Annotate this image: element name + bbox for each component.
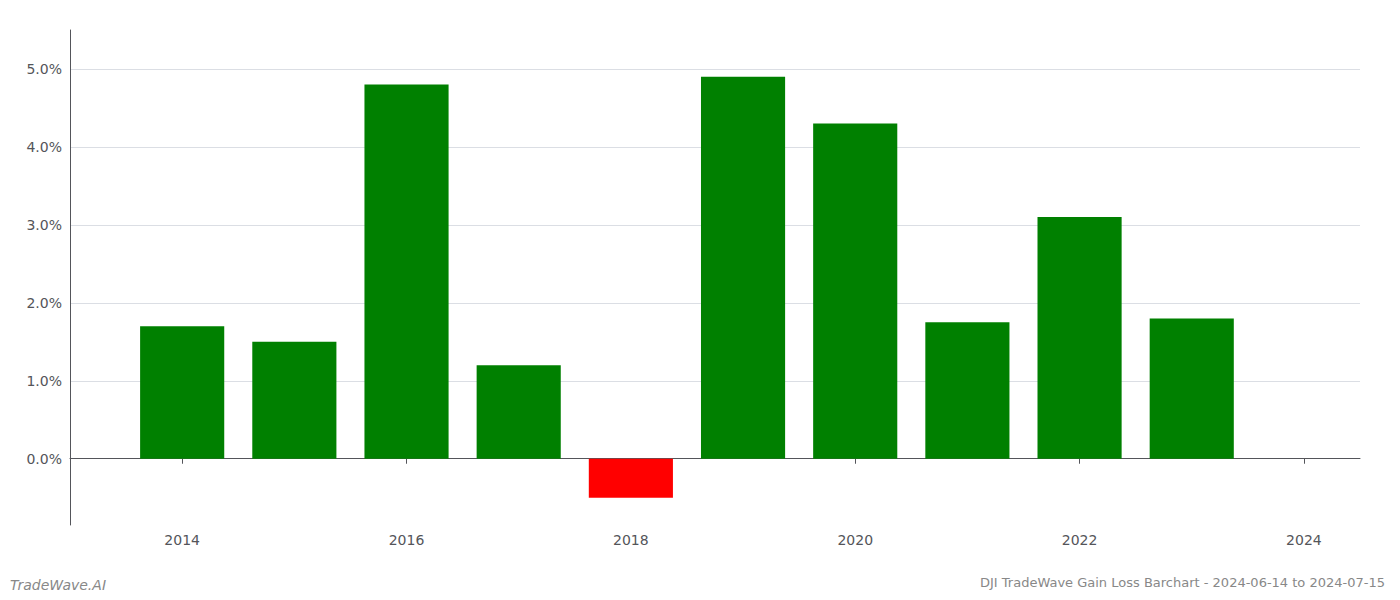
svg-text:2022: 2022 [1062,532,1098,548]
svg-text:2024: 2024 [1286,532,1322,548]
svg-text:3.0%: 3.0% [26,217,62,233]
svg-text:2.0%: 2.0% [26,295,62,311]
svg-text:5.0%: 5.0% [26,61,62,77]
svg-text:2014: 2014 [164,532,200,548]
svg-text:2020: 2020 [837,532,873,548]
svg-text:1.0%: 1.0% [26,373,62,389]
svg-text:TradeWave.AI: TradeWave.AI [10,577,106,593]
svg-text:2016: 2016 [389,532,425,548]
svg-text:DJI TradeWave Gain Loss Barcha: DJI TradeWave Gain Loss Barchart - 2024-… [980,575,1385,590]
svg-text:4.0%: 4.0% [26,139,62,155]
svg-text:2018: 2018 [613,532,649,548]
svg-text:0.0%: 0.0% [26,451,62,467]
